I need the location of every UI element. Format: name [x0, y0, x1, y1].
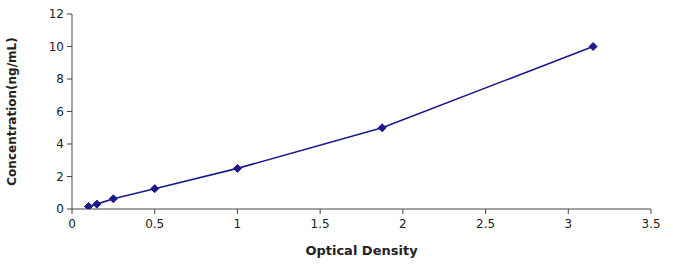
y-tick	[67, 46, 72, 47]
x-tick-label: 1.5	[311, 217, 330, 231]
x-tick	[651, 209, 652, 214]
x-tick	[154, 209, 155, 214]
y-axis-label: Concentration(ng/mL)	[5, 37, 19, 185]
x-tick-label: 0.5	[145, 217, 164, 231]
y-tick-label: 6	[56, 105, 64, 119]
x-axis-label: Optical Density	[305, 243, 418, 258]
x-tick	[320, 209, 321, 214]
axes: 0 0.5 1 1.5 2 2.5 3 3.5 0 2 4 6 8 10 12	[49, 7, 661, 231]
y-tick	[67, 176, 72, 177]
line	[89, 47, 594, 207]
chart-container: 0 0.5 1 1.5 2 2.5 3 3.5 0 2 4 6 8 10 12 Optical Density…	[0, 0, 673, 265]
y-tick-label: 0	[56, 202, 64, 216]
x-tick	[568, 209, 569, 214]
x-tick-label: 2.5	[476, 217, 495, 231]
point	[93, 200, 101, 208]
y-tick-label: 4	[56, 137, 64, 151]
point	[378, 124, 386, 132]
point	[151, 185, 159, 193]
x-tick-label: 1	[234, 217, 242, 231]
y-tick-label: 2	[56, 170, 64, 184]
x-axis-line	[72, 209, 651, 210]
y-tick-label: 8	[56, 72, 64, 86]
point	[85, 202, 93, 209]
point	[233, 164, 241, 172]
chart-svg: 0 0.5 1 1.5 2 2.5 3 3.5 0 2 4 6 8 10 12 Optical Density…	[0, 0, 673, 265]
x-tick-label: 3	[564, 217, 572, 231]
x-tick	[402, 209, 403, 214]
x-tick-label: 2	[399, 217, 407, 231]
x-tick	[237, 209, 238, 214]
y-tick	[67, 14, 72, 15]
x-tick-label: 0	[68, 217, 76, 231]
point	[109, 195, 117, 203]
x-tick	[72, 209, 73, 214]
y-tick	[67, 209, 72, 210]
y-tick	[67, 111, 72, 112]
y-tick	[67, 144, 72, 145]
y-tick-label: 12	[49, 7, 64, 21]
point	[589, 43, 597, 51]
x-tick-label: 3.5	[641, 217, 660, 231]
y-tick-label: 10	[49, 40, 64, 54]
x-tick	[485, 209, 486, 214]
y-tick	[67, 79, 72, 80]
series	[85, 43, 598, 210]
